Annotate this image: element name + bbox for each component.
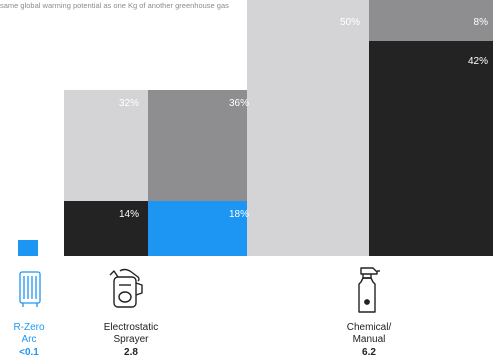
segment-electrostatic-top-left [64,90,148,201]
segment-chemical-bottom-right [369,41,493,256]
category-name-chemical-manual: Chemical/ Manual [346,322,392,345]
category-name-electrostatic-sprayer: Electrostatic Sprayer [103,322,159,345]
category-value-chemical-manual: 6.2 [362,347,376,358]
category-name-r-zero-arc: R-Zero Arc [13,322,45,345]
segment-label-electrostatic-bottom-right: 18% [228,209,249,220]
electrostatic-sprayer-icon [109,268,143,308]
category-value-electrostatic-sprayer: 2.8 [124,347,138,358]
segment-label-electrostatic-bottom-left: 14% [118,209,139,220]
segment-label-chemical-left: 50% [339,17,360,28]
segment-electrostatic-bottom-left [64,201,148,256]
chart-footnote: same global warming potential as one Kg … [0,1,229,10]
segment-chemical-left [247,0,369,256]
spray-bottle-icon [358,267,380,313]
segment-label-chemical-bottom-right: 42% [467,56,488,67]
segment-label-chemical-top-right: 8% [473,17,488,28]
category-value-r-zero-arc: <0.1 [19,347,39,358]
bar-r-zero-arc [18,240,38,256]
segment-label-electrostatic-top-right: 36% [228,98,249,109]
segment-chemical-top-right [369,0,493,41]
segment-label-electrostatic-top-left: 32% [118,98,139,109]
segment-electrostatic-top-right [148,90,259,201]
segment-electrostatic-bottom-right [148,201,259,256]
air-purifier-icon [19,271,41,307]
